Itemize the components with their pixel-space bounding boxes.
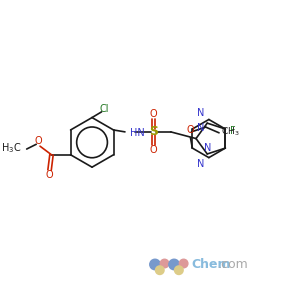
Circle shape [160, 259, 169, 268]
Text: F: F [230, 126, 236, 136]
Text: HN: HN [130, 128, 145, 138]
Circle shape [169, 259, 179, 270]
Text: O: O [150, 109, 158, 119]
Text: O: O [187, 125, 194, 135]
Text: .com: .com [218, 258, 249, 271]
Circle shape [175, 266, 183, 274]
Text: N: N [197, 108, 204, 118]
Text: O: O [150, 145, 158, 155]
Text: CH$_3$: CH$_3$ [221, 126, 240, 138]
Circle shape [150, 259, 160, 270]
Text: Chem: Chem [191, 258, 231, 271]
Text: H$_3$C: H$_3$C [1, 141, 21, 155]
Text: N: N [197, 159, 204, 169]
Text: N: N [204, 143, 211, 153]
Circle shape [155, 266, 164, 274]
Text: S: S [149, 125, 158, 138]
Text: Cl: Cl [100, 104, 109, 114]
Circle shape [179, 259, 188, 268]
Text: O: O [34, 136, 42, 146]
Text: N: N [197, 123, 205, 133]
Text: O: O [46, 170, 53, 180]
